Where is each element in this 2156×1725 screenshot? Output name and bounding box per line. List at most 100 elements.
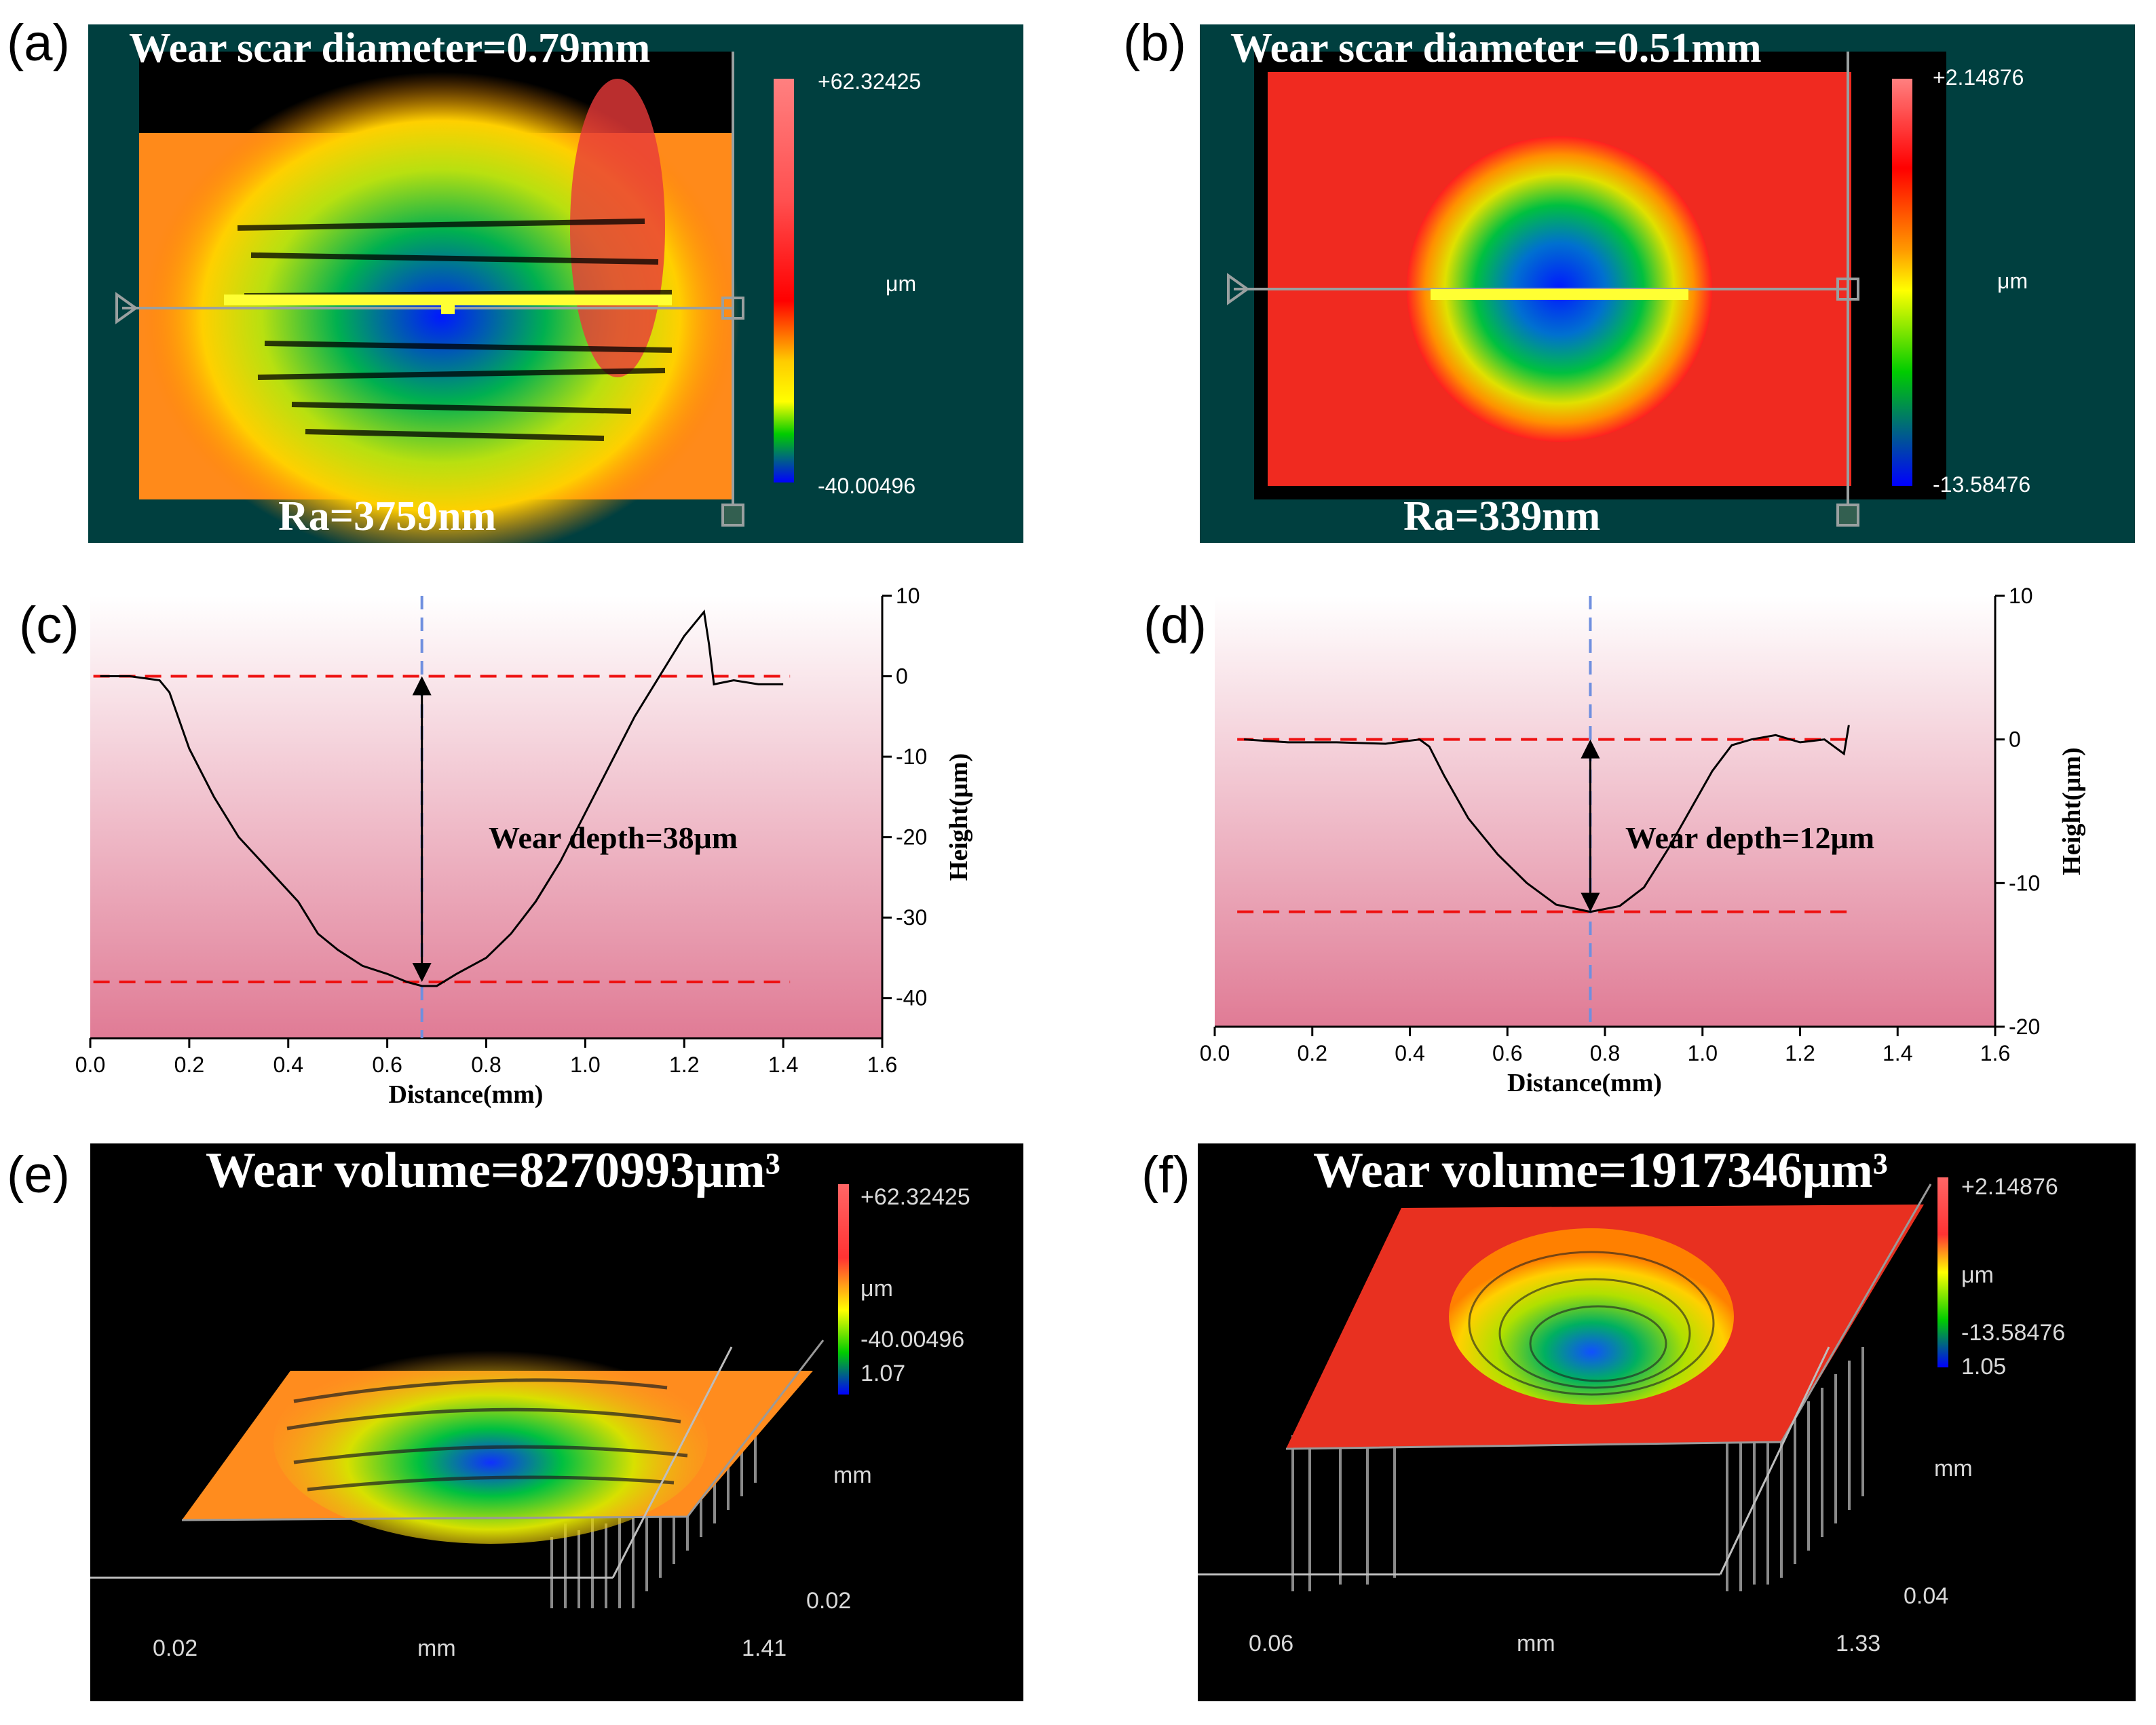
panel-e-3d-svg: [90, 1184, 849, 1608]
panel-a-title: Wear scar diameter=0.79mm: [129, 25, 651, 71]
panel-e-scratch-arcs: [286, 1378, 688, 1492]
panel-f-3d-view: Wear volume=1917346μm³ +2.14876 μm -13.5…: [1198, 1143, 2136, 1701]
panel-b-height-map: Wear scar diameter =0.51mm Ra=339nm +2.1…: [1200, 24, 2135, 543]
x-tick-label: 0.6: [372, 1053, 402, 1077]
chart-c-depth-arrow-head-top: [412, 676, 432, 696]
chart-c-x-label: Distance(mm): [389, 1080, 544, 1109]
panel-a-height-map: Wear scar diameter=0.79mm Ra=3759nm +62.…: [88, 24, 1023, 543]
panel-a-ra: Ra=3759nm: [278, 493, 497, 539]
panel-e-wear-scar: [273, 1340, 708, 1544]
x-tick-label: 1.4: [768, 1053, 798, 1077]
panel-e-axis-frame: [181, 1340, 825, 1521]
panel-f-color-scale: [1937, 1177, 1948, 1367]
x-tick-label: 1.4: [1883, 1041, 1912, 1065]
panel-f-scale-max: +2.14876: [1961, 1174, 2058, 1200]
y-tick-label: 0: [896, 664, 908, 689]
y-tick-label: -20: [896, 825, 927, 850]
panel-f-x-left: 0.06: [1249, 1631, 1294, 1656]
panel-e-title: Wear volume=8270993μm³: [206, 1143, 780, 1198]
x-tick-label: 1.0: [570, 1053, 600, 1077]
panel-f-axis-frame: [1285, 1183, 1932, 1450]
panel-f-x-right: 1.33: [1836, 1631, 1881, 1656]
panel-f-x-unit: mm: [1517, 1631, 1555, 1656]
panel-e-x-right: 1.41: [742, 1635, 787, 1661]
chart-d-plot-area: [1215, 596, 1995, 1027]
panel-b-corner-handle-icon[interactable]: [1836, 504, 1859, 527]
panel-b-ra: Ra=339nm: [1403, 493, 1601, 539]
panel-f-y-top: 1.05: [1961, 1354, 2007, 1380]
panel-f-letter: (f): [1141, 1146, 1190, 1204]
x-tick-label: 1.2: [669, 1053, 699, 1077]
panel-a-map-svg: [115, 52, 794, 543]
x-tick-label: 0.8: [1590, 1041, 1620, 1065]
chart-c-y-label: Height(μm): [945, 753, 973, 881]
panel-a-yellow-marker-tab: [441, 299, 455, 314]
panel-e-y-top: 1.07: [860, 1361, 906, 1386]
y-tick-label: -40: [896, 986, 927, 1010]
panel-a-letter: (a): [7, 14, 70, 72]
panel-f-y-axis: [1719, 1346, 1830, 1575]
panel-b-scale-min: -13.58476: [1933, 472, 2031, 497]
panel-a-left-handle-icon[interactable]: [115, 292, 138, 324]
panel-a-scale-unit: μm: [886, 271, 917, 296]
chart-d-depth-arrow-head-bottom: [1581, 892, 1600, 912]
y-tick-label: 0: [2009, 727, 2021, 752]
panel-e-scale-max: +62.32425: [860, 1184, 970, 1210]
panel-f-scale-min: -13.58476: [1961, 1320, 2066, 1346]
chart-d-annotation: Wear depth=12μm: [1625, 820, 1874, 855]
x-tick-label: 0.2: [174, 1053, 204, 1077]
panel-b-left-handle-icon[interactable]: [1227, 273, 1250, 305]
chart-c-annotation: Wear depth=38μm: [489, 820, 738, 855]
panel-d-profile-chart: 0.0 0.2 0.4 0.6 0.8 1.0 1.2 1.4 1.6 Distance(mm) 1…: [1200, 584, 2086, 1097]
panel-e-3d-view: Wear volume=8270993μm³ +62.32425 μm -40.…: [90, 1143, 1023, 1701]
x-tick-label: 0.8: [471, 1053, 501, 1077]
panel-f-title: Wear volume=1917346μm³: [1313, 1143, 1888, 1198]
panel-b-color-scale: [1892, 79, 1912, 486]
panel-b-letter: (b): [1123, 14, 1186, 72]
chart-c-plot-area: [90, 596, 882, 1038]
panel-b-title: Wear scar diameter =0.51mm: [1230, 25, 1762, 71]
panel-e-scale-min: -40.00496: [860, 1327, 965, 1352]
y-tick-label: -20: [2009, 1015, 2040, 1039]
x-tick-label: 0.0: [1200, 1041, 1230, 1065]
x-tick-label: 0.4: [273, 1053, 303, 1077]
panel-f-crater-contours: [1468, 1251, 1715, 1396]
y-tick-label: 10: [896, 584, 920, 608]
y-tick-label: -10: [2009, 871, 2040, 895]
panel-a-right-handle-icon[interactable]: [721, 297, 744, 320]
x-tick-label: 1.0: [1688, 1041, 1718, 1065]
chart-c-profile-line: [100, 609, 784, 987]
chart-d-x-label: Distance(mm): [1507, 1069, 1662, 1097]
x-tick-label: 0.4: [1395, 1041, 1424, 1065]
panel-a-corner-handle-icon[interactable]: [721, 504, 744, 527]
x-tick-label: 1.6: [1980, 1041, 2010, 1065]
panel-e-x-unit: mm: [417, 1635, 456, 1661]
panel-a-scale-min: -40.00496: [818, 474, 916, 498]
panel-e-y-unit: mm: [833, 1462, 872, 1488]
y-tick-label: -10: [896, 744, 927, 769]
panel-c-profile-chart: 0.0 0.2 0.4 0.6 0.8 1.0 1.2 1.4 1.6 Distance(mm) 1…: [75, 584, 973, 1109]
panel-e-y-axis: [611, 1346, 733, 1578]
panel-b-scale-max: +2.14876: [1933, 65, 2024, 90]
panel-e-scale-unit: μm: [860, 1276, 893, 1302]
panel-e-x-left: 0.02: [153, 1635, 198, 1661]
y-tick-label: -30: [896, 905, 927, 930]
panel-e-color-scale: [838, 1184, 849, 1395]
panel-f-side-spikes: [1291, 1347, 1864, 1591]
panel-f-y-bottom: 0.04: [1904, 1583, 1949, 1609]
chart-c-depth-arrow-head-bottom: [412, 963, 432, 983]
panel-b-yellow-marker: [1431, 289, 1688, 300]
panel-a-color-scale: [774, 79, 794, 482]
x-tick-label: 1.2: [1785, 1041, 1815, 1065]
x-tick-label: 1.6: [867, 1053, 897, 1077]
chart-d-profile-line: [1244, 725, 1850, 913]
chart-d-y-label: Height(μm): [2058, 747, 2086, 875]
panel-d-letter: (d): [1143, 596, 1207, 654]
panel-e-y-bottom: 0.02: [806, 1588, 852, 1614]
panel-b-right-handle-icon[interactable]: [1836, 278, 1859, 301]
panel-f-3d-svg: [1198, 1177, 1948, 1591]
panel-e-letter: (e): [7, 1146, 70, 1204]
panel-c-letter: (c): [19, 596, 79, 654]
x-tick-label: 0.0: [75, 1053, 105, 1077]
y-tick-label: 10: [2009, 584, 2033, 608]
